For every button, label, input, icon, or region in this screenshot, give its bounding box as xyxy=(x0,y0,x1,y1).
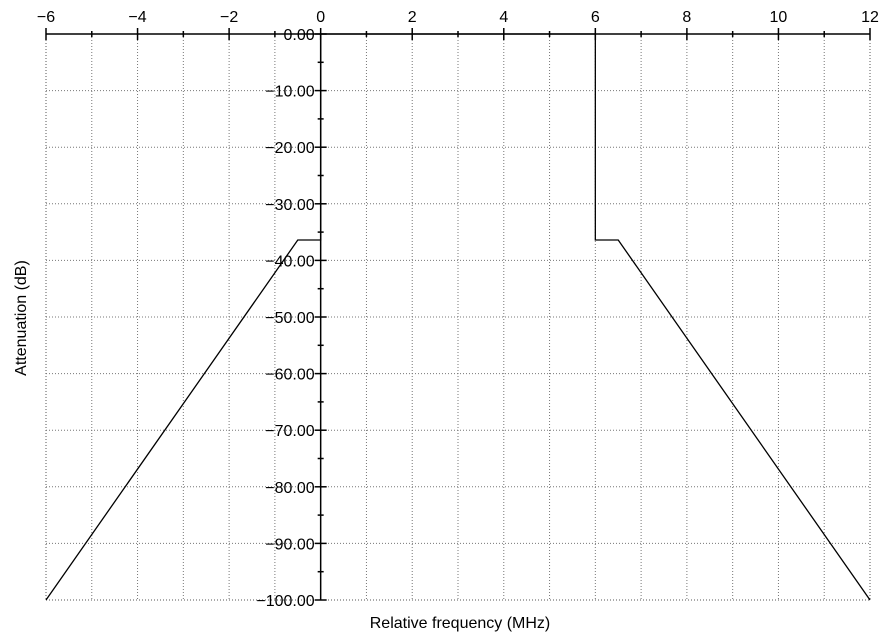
x-tick-label: 8 xyxy=(682,9,691,26)
x-tick-label: 6 xyxy=(591,9,600,26)
y-tick-label: −20.00 xyxy=(265,140,314,157)
x-axis-title: Relative frequency (MHz) xyxy=(370,615,551,632)
grid-lines xyxy=(45,34,871,601)
y-tick-label: −80.00 xyxy=(265,480,314,497)
x-tick-label: −2 xyxy=(220,9,238,26)
y-tick-label: −60.00 xyxy=(265,367,314,384)
y-tick-label: −10.00 xyxy=(265,84,314,101)
x-tick-label: 12 xyxy=(861,9,879,26)
x-tick-label: 4 xyxy=(499,9,508,26)
y-tick-label: −40.00 xyxy=(265,253,314,270)
tick-labels: −6 −4 −2 0 2 4 6 8 10 12 0.00 −10.00 −20.00 −30.00 −40… xyxy=(37,9,879,610)
y-tick-label: −50.00 xyxy=(265,310,314,327)
y-tick-label: −30.00 xyxy=(265,197,314,214)
x-tick-label: −4 xyxy=(128,9,146,26)
x-tick-label: 2 xyxy=(408,9,417,26)
series-line-1 xyxy=(45,33,871,601)
x-tick-label: −6 xyxy=(37,9,55,26)
x-tick-label: 0 xyxy=(316,9,325,26)
y-tick-label: 0.00 xyxy=(284,27,315,44)
y-tick-label: −100.00 xyxy=(256,593,314,610)
x-tick-label: 10 xyxy=(770,9,788,26)
y-axis-title: Attenuation (dB) xyxy=(13,260,30,376)
y-tick-label: −90.00 xyxy=(265,536,314,553)
y-tick-label: −70.00 xyxy=(265,423,314,440)
series-layer xyxy=(45,33,871,601)
